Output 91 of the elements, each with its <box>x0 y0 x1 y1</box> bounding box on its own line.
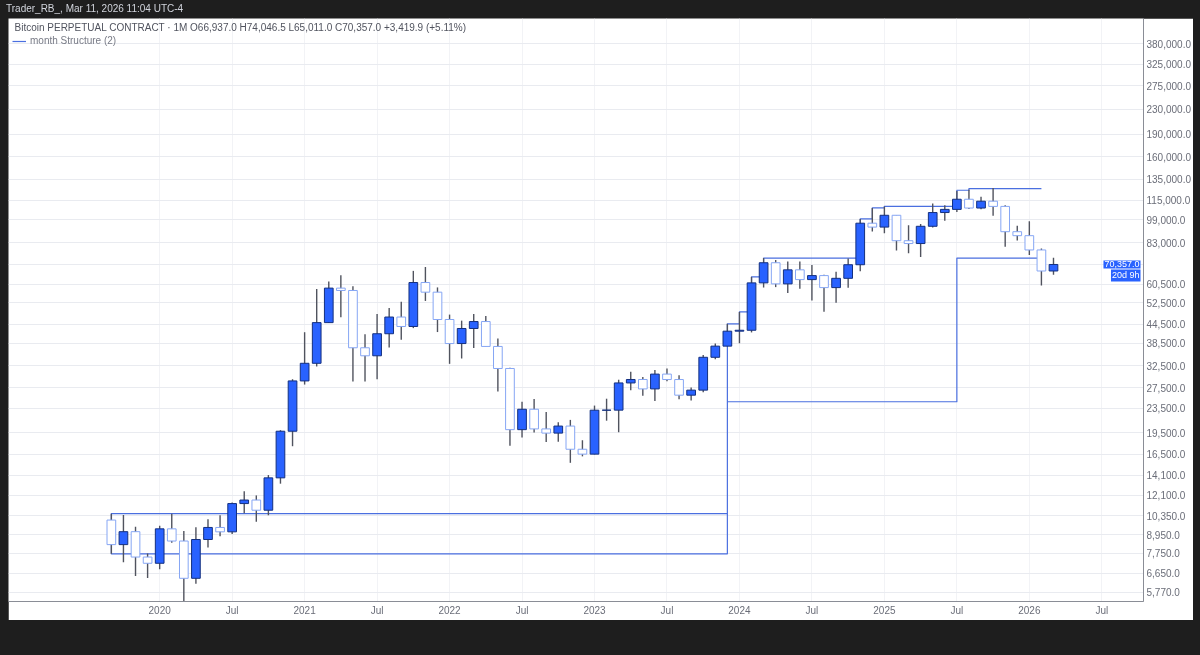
candlestick <box>118 514 129 563</box>
candlestick <box>722 323 733 348</box>
candlestick <box>988 187 998 217</box>
chart-title: Trader_RB_, Mar 11, 2026 11:04 UTC-4 <box>6 2 184 16</box>
candlestick <box>1036 247 1047 287</box>
candlestick <box>650 369 660 402</box>
x-tick-label: 2024 <box>728 604 752 616</box>
candlestick <box>807 264 817 302</box>
candlestick <box>468 313 479 349</box>
candlestick <box>795 260 805 290</box>
candlestick <box>915 223 926 258</box>
candlestick <box>952 190 962 213</box>
candlestick <box>493 337 503 393</box>
y-tick-label: 5,770.0 <box>1146 587 1181 599</box>
candlestick <box>867 207 878 233</box>
y-tick-label: 83,000.0 <box>1146 237 1186 249</box>
line-series <box>110 188 1043 555</box>
y-tick-label: 275,000.0 <box>1146 80 1192 92</box>
candlestick <box>529 398 539 434</box>
y-tick-label: 380,000.0 <box>1146 38 1192 50</box>
candlestick <box>843 257 854 289</box>
candlestick <box>782 260 793 294</box>
x-tick-label: Jul <box>805 604 819 616</box>
x-tick-label: Jul <box>1095 604 1109 616</box>
y-tick-label: 8,950.0 <box>1146 529 1181 541</box>
candlestick <box>384 307 395 349</box>
candlestick <box>819 273 829 313</box>
candlestick <box>637 376 648 397</box>
candlestick <box>336 274 346 318</box>
annotation: 70,357.0 <box>1104 259 1140 270</box>
candlestick <box>360 333 370 383</box>
x-tick-label: 2026 <box>1018 604 1041 616</box>
x-tick-label: 2021 <box>293 604 317 616</box>
chart-subtitle: Bitcoin PERPETUAL CONTRACT · 1M O66,937.0 H74,046.5 L65,011.0 C70,357.0 +3,419.9 (+5.11%) <box>14 21 467 33</box>
candlestick <box>517 401 527 439</box>
y-tick-label: 160,000.0 <box>1146 151 1192 163</box>
candlestick <box>203 518 213 549</box>
y-tick-label: 6,650.0 <box>1146 568 1181 580</box>
y-tick-label: 19,500.0 <box>1146 427 1186 439</box>
candlestick <box>251 494 262 523</box>
candlestick <box>758 257 769 289</box>
y-tick-label: 52,500.0 <box>1146 297 1186 309</box>
x-tick-label: Jul <box>515 604 529 616</box>
annotation: 20d 9h <box>1111 270 1140 281</box>
y-tick-label: 7,750.0 <box>1146 548 1181 560</box>
y-tick-label: 190,000.0 <box>1146 129 1192 141</box>
y-tick-label: 16,500.0 <box>1146 449 1186 461</box>
candlestick <box>541 411 552 443</box>
x-tick-label: 2023 <box>583 604 607 616</box>
candlestick <box>420 266 431 302</box>
legend-label: month Structure (2) <box>30 35 117 46</box>
y-tick-label: 99,000.0 <box>1146 214 1186 226</box>
candlestick <box>565 419 576 464</box>
candlestick <box>372 313 382 381</box>
x-tick-label: Jul <box>660 604 674 616</box>
candlestick <box>674 374 684 400</box>
candlestick <box>166 512 177 544</box>
candlestick <box>625 371 636 391</box>
candlestick <box>215 514 225 538</box>
candlestick <box>456 319 467 360</box>
candlestick <box>239 490 250 514</box>
candlestick <box>396 301 407 341</box>
x-tick-label: Jul <box>225 604 239 616</box>
candlestick <box>1024 220 1035 256</box>
y-tick-label: 325,000.0 <box>1146 59 1192 71</box>
y-tick-label: 135,000.0 <box>1146 174 1192 186</box>
y-tick-label: 10,350.0 <box>1146 510 1186 522</box>
y-tick-label: 115,000.0 <box>1146 195 1191 207</box>
y-tick-label: 12,100.0 <box>1146 490 1186 502</box>
y-tick-label: 230,000.0 <box>1146 104 1192 116</box>
y-tick-label: 32,500.0 <box>1146 360 1186 372</box>
x-tick-label: Jul <box>950 604 964 616</box>
y-tick-label: 60,500.0 <box>1146 279 1186 291</box>
candlestick <box>734 311 745 344</box>
candlestick <box>553 421 564 443</box>
candlestick <box>770 259 781 288</box>
x-tick-label: 2022 <box>438 604 462 616</box>
candlestick <box>601 398 612 422</box>
y-tick-label: 38,500.0 <box>1146 338 1186 350</box>
x-tick-label: Jul <box>370 604 384 616</box>
candlestick <box>142 552 153 579</box>
y-tick-label: 44,500.0 <box>1146 319 1186 331</box>
candlestick <box>879 205 890 234</box>
y-tick-label: 23,500.0 <box>1146 403 1186 415</box>
candlestick <box>831 271 841 304</box>
y-tick-label: 14,100.0 <box>1146 470 1186 482</box>
candlestick <box>299 331 310 386</box>
x-tick-label: 2025 <box>873 604 896 616</box>
x-tick-label: 2020 <box>148 604 172 616</box>
candlestick <box>903 224 914 255</box>
y-tick-label: 27,500.0 <box>1146 382 1186 394</box>
